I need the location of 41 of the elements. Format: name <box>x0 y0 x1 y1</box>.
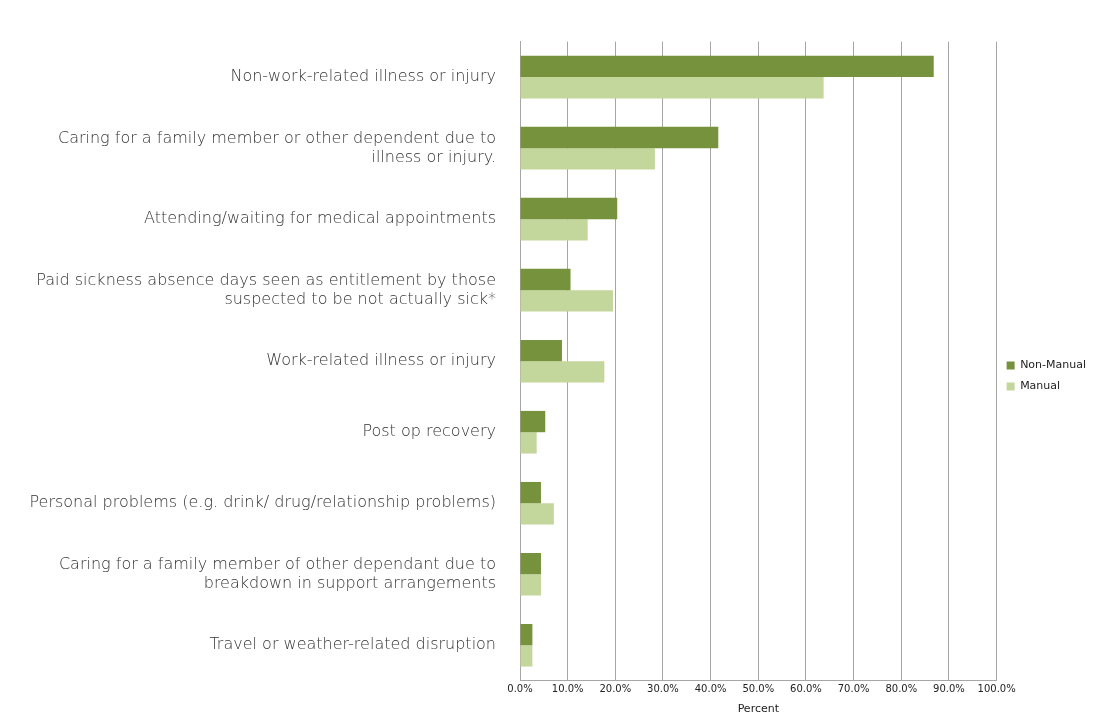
x-tick-label: 100.0% <box>977 683 1016 695</box>
bar <box>520 574 541 596</box>
x-tick-label: 90.0% <box>933 683 965 695</box>
x-axis-title: Percent <box>737 702 780 716</box>
x-tick-label: 80.0% <box>885 683 918 695</box>
y-tick-label: Caring for a family member or other dependent due to illness or injury. <box>57 127 496 166</box>
x-tick-label: 30.0% <box>647 683 679 695</box>
bar <box>520 623 533 646</box>
x-tick-label: 0.0% <box>507 683 533 695</box>
y-tick-label: Non-work-related illness or injury <box>230 66 496 86</box>
legend-label: Manual <box>1020 379 1061 393</box>
bar <box>520 77 824 99</box>
y-tick-label: Work-related illness or injury <box>266 350 496 370</box>
bar <box>520 219 588 241</box>
bar <box>520 432 537 454</box>
bar <box>520 552 541 575</box>
bar <box>520 290 613 312</box>
bar <box>520 645 533 667</box>
y-tick-label: Paid sickness absence days seen as entitlement by those suspected to be not actually sick* <box>36 269 496 308</box>
bar <box>520 197 618 220</box>
x-tick-label: 10.0% <box>551 683 584 695</box>
bar <box>520 481 541 504</box>
bar <box>520 55 934 78</box>
bar <box>520 126 719 149</box>
y-tick-label: Attending/waiting for medical appointments <box>143 208 496 228</box>
x-tick-label: 70.0% <box>837 683 870 695</box>
x-tick-label: 40.0% <box>694 683 727 695</box>
x-tick-label: 60.0% <box>790 683 822 695</box>
y-tick-label: Caring for a family member of other dependant due to breakdown in support arrangements <box>58 553 496 593</box>
bar <box>520 339 562 362</box>
bar <box>520 503 554 525</box>
legend-label: Non-Manual <box>1020 358 1086 372</box>
bar <box>520 410 546 433</box>
bar <box>520 148 655 170</box>
y-tick-label: Travel or weather-related disruption <box>209 634 496 654</box>
bar <box>520 268 571 291</box>
y-tick-label: Post op recovery <box>362 421 496 441</box>
x-tick-label: 50.0% <box>742 683 775 695</box>
bar <box>520 361 605 383</box>
x-tick-label: 20.0% <box>599 683 632 695</box>
y-tick-label: Personal problems (e.g. drink/ drug/relationship problems) <box>29 492 496 512</box>
